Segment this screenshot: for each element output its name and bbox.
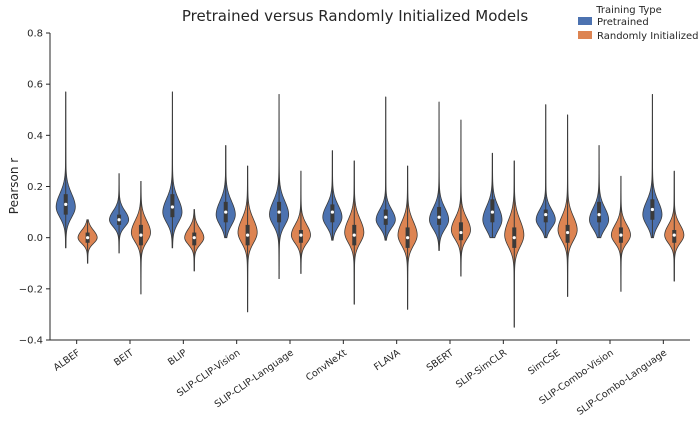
x-tick-label: SLIP-Combo-Language [575,347,669,418]
iqr-box-pretrained-10 [597,201,602,223]
legend-swatch-random [578,31,592,39]
x-tick-label: SBERT [425,347,456,373]
median-random-2 [192,236,196,240]
median-random-7 [459,230,463,235]
y-tick-label: 0.4 [27,131,43,142]
median-pretrained-6 [384,215,388,219]
median-random-11 [672,233,676,237]
median-pretrained-1 [117,218,121,222]
legend-label-random: Randomly Initialized [597,31,698,42]
median-random-5 [352,233,356,237]
median-random-1 [139,233,143,237]
x-tick-label: BLIP [166,347,189,368]
median-pretrained-7 [437,215,441,219]
x-tick-label: BEIT [112,347,136,368]
median-random-0 [86,236,90,240]
median-pretrained-8 [490,210,494,214]
median-random-10 [619,233,623,237]
y-axis-label: Pearson r [7,158,21,214]
median-pretrained-4 [277,210,281,214]
legend-label-pretrained: Pretrained [597,17,649,28]
y-tick-label: −0.2 [19,284,43,295]
median-pretrained-9 [544,213,548,217]
y-tick-label: 0.8 [27,29,43,40]
y-tick-label: −0.4 [19,336,43,347]
median-pretrained-5 [330,210,334,214]
median-random-8 [512,236,516,240]
x-tick-label: ALBEF [52,347,83,373]
y-tick-label: 0.0 [27,233,43,244]
legend: Training Type Pretrained Randomly Initia… [578,5,698,42]
x-tick-label: FLAVA [372,347,403,373]
median-pretrained-10 [597,213,601,217]
legend-title: Training Type [595,5,662,16]
x-tick-label: SimCSE [526,347,562,377]
median-random-4 [299,233,303,237]
median-pretrained-11 [650,207,655,212]
legend-swatch-pretrained [578,17,592,25]
violin-group [55,91,685,328]
x-tick-label: ConvNeXt [304,347,349,383]
median-random-9 [566,230,570,235]
y-tick-label: 0.2 [27,182,43,193]
y-tick-label: 0.6 [27,80,43,91]
chart-title: Pretrained versus Randomly Initialized M… [182,7,528,25]
median-random-6 [406,236,410,240]
median-pretrained-3 [224,210,228,214]
median-pretrained-0 [64,202,68,207]
x-tick-label: SLIP-SimCLR [454,347,509,390]
median-pretrained-2 [170,205,174,209]
median-random-3 [246,233,250,237]
